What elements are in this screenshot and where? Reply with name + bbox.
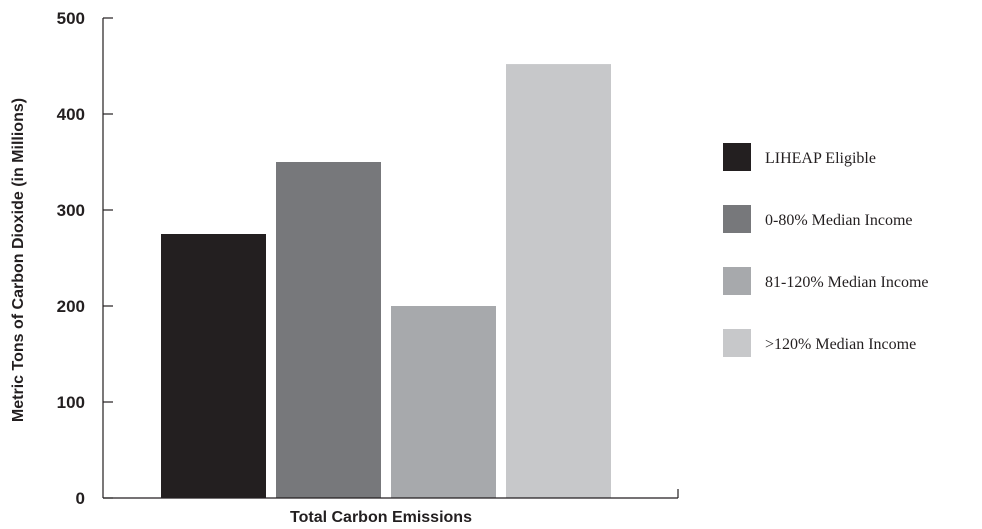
y-tick-label: 500 [57, 9, 85, 28]
x-axis-label: Total Carbon Emissions [290, 509, 472, 526]
legend-label: 0-80% Median Income [765, 212, 913, 229]
legend-swatch [723, 267, 751, 295]
legend: LIHEAP Eligible 0-80% Median Income 81-120… [723, 143, 929, 357]
y-tick-label: 0 [76, 489, 85, 508]
legend-swatch [723, 143, 751, 171]
y-tick-label: 400 [57, 105, 85, 124]
y-ticks-group: 0 100 200 300 400 500 [57, 9, 113, 508]
axes-group [102, 18, 679, 499]
y-tick-label: 100 [57, 393, 85, 412]
legend-label: 81-120% Median Income [765, 274, 929, 291]
y-axis-label: Metric Tons of Carbon Dioxide (in Millio… [10, 98, 27, 422]
y-tick-label: 200 [57, 297, 85, 316]
bar-120-median-income [506, 64, 611, 498]
bar-liheap-eligible [161, 234, 266, 498]
legend-swatch [723, 205, 751, 233]
legend-label: LIHEAP Eligible [765, 150, 876, 167]
legend-swatch [723, 329, 751, 357]
y-tick-label: 300 [57, 201, 85, 220]
legend-label: >120% Median Income [765, 336, 916, 353]
bars-group [161, 64, 611, 498]
bar-0-80-median-income [276, 162, 381, 498]
bar-81-120-median-income [391, 306, 496, 498]
